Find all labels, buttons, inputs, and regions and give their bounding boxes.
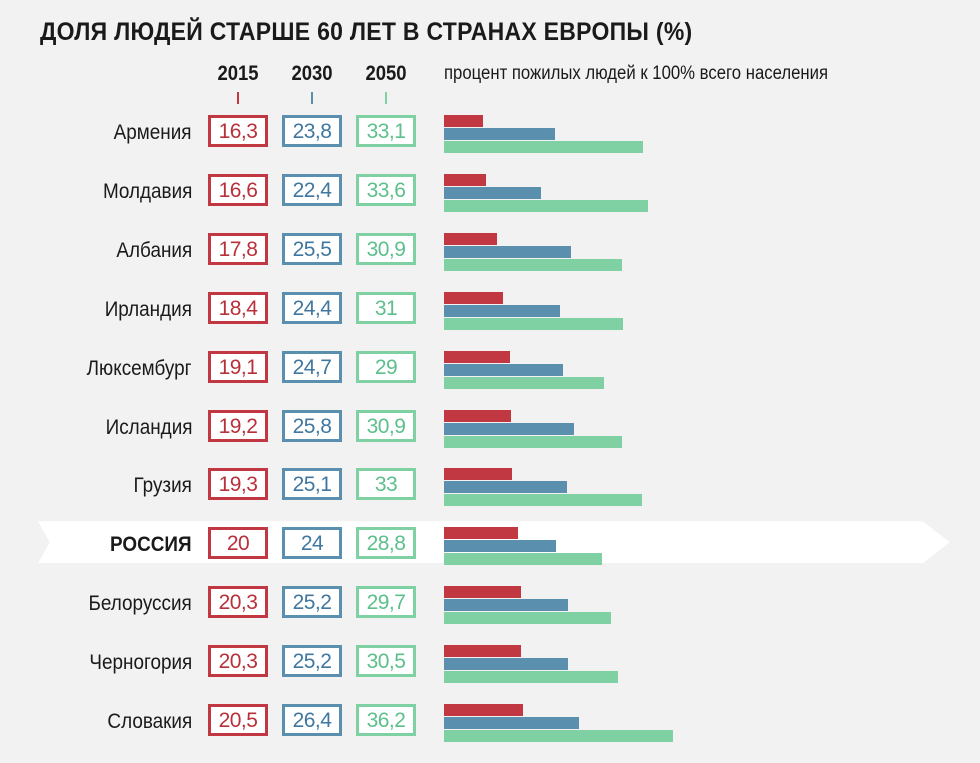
year-label-2015: 2015 [217,62,259,85]
value-label-2050: 30,9 [356,409,416,442]
country-row: РОССИЯ 20 24 28,8 [0,521,980,586]
bar-2050 [444,612,611,625]
country-label: Армения [114,121,192,144]
country-label: Исландия [105,415,192,439]
bar-2030 [444,658,568,671]
bar-2050 [444,553,603,566]
value-label-2050: 33,1 [356,115,416,147]
year-tick-2050 [385,92,387,104]
country-row: Грузия 19,3 25,1 33 [0,468,980,527]
bar-2030 [444,128,555,140]
country-label: РОССИЯ [110,533,192,557]
bar-2015 [444,350,510,363]
bar-2015 [444,173,486,186]
value-label-2030: 26,4 [282,704,342,736]
value-label-2015: 20,3 [208,586,268,619]
country-label: Белоруссия [88,592,192,616]
country-row: Люксембург 19,1 24,7 29 [0,350,980,410]
bar-2050 [444,258,623,271]
value-label-2030: 24,7 [282,350,342,383]
value-label-2050: 33 [356,468,416,501]
bar-2030 [444,717,580,729]
value-label-2015: 19,1 [208,350,268,383]
chart-subtitle: процент пожилых людей к 100% всего насел… [444,63,829,84]
bar-2050 [444,671,619,684]
value-label-2030: 25,8 [282,409,342,442]
bar-2050 [444,199,648,212]
country-row: Ирландия 18,4 24,4 31 [0,291,980,351]
bar-2015 [444,586,522,599]
value-label-2030: 25,2 [282,645,342,678]
value-label-2015: 20,5 [208,704,268,736]
country-row: Белоруссия 20,3 25,2 29,7 [0,586,980,645]
bar-2030 [444,363,564,376]
value-label-2015: 20 [208,527,268,560]
year-label-2030: 2030 [291,62,333,85]
country-row: Армения 16,3 23,8 33,1 [0,115,980,174]
country-label: Грузия [133,474,192,498]
year-tick-2015 [237,92,239,104]
bar-2030 [444,599,568,612]
value-label-2015: 16,3 [208,115,268,147]
bar-2050 [444,376,605,389]
country-row: Черногория 20,3 25,2 30,5 [0,645,980,704]
country-row: Словакия 20,5 26,4 36,2 [0,704,980,763]
country-label: Черногория [89,651,192,675]
value-label-2015: 16,6 [208,173,268,206]
bar-2015 [444,645,522,658]
value-label-2050: 30,5 [356,645,416,678]
country-row: Исландия 19,2 25,8 30,9 [0,409,980,469]
bar-2030 [444,186,542,199]
country-row: Молдавия 16,6 22,4 33,6 [0,173,980,233]
bar-2030 [444,422,574,435]
value-label-2030: 24,4 [282,291,342,324]
bar-2050 [444,730,673,742]
value-label-2050: 36,2 [356,704,416,736]
value-label-2015: 18,4 [208,291,268,324]
bar-2030 [444,304,561,317]
country-row: Албания 17,8 25,5 30,9 [0,232,980,292]
country-label: Ирландия [104,297,192,321]
value-label-2050: 30,9 [356,232,416,265]
bar-2015 [444,291,504,304]
bar-2050 [444,494,643,507]
value-label-2050: 31 [356,291,416,324]
bar-2050 [444,317,624,330]
bar-2050 [444,435,623,448]
country-label: Словакия [107,710,192,733]
bar-2030 [444,540,557,553]
year-tick-2030 [311,92,313,104]
bar-2015 [444,704,524,716]
bar-2015 [444,409,511,422]
country-label: Албания [116,238,192,262]
value-label-2030: 22,4 [282,173,342,206]
value-label-2015: 17,8 [208,232,268,265]
value-label-2050: 29 [356,350,416,383]
year-label-2050: 2050 [365,62,407,85]
value-label-2030: 23,8 [282,115,342,147]
value-label-2050: 28,8 [356,527,416,560]
value-label-2015: 19,2 [208,409,268,442]
value-label-2030: 25,2 [282,586,342,619]
value-label-2030: 24 [282,527,342,560]
bar-2030 [444,245,571,258]
bar-2015 [444,527,519,540]
value-label-2030: 25,5 [282,232,342,265]
bar-2015 [444,232,498,245]
bar-2015 [444,468,512,481]
value-label-2015: 19,3 [208,468,268,501]
country-label: Люксембург [87,356,192,380]
bar-2050 [444,141,644,153]
value-label-2050: 33,6 [356,173,416,206]
bar-2030 [444,481,567,494]
country-label: Молдавия [102,179,192,203]
bar-2015 [444,115,484,127]
value-label-2050: 29,7 [356,586,416,619]
chart-title: ДОЛЯ ЛЮДЕЙ СТАРШЕ 60 ЛЕТ В СТРАНАХ ЕВРОП… [40,18,693,46]
value-label-2015: 20,3 [208,645,268,678]
value-label-2030: 25,1 [282,468,342,501]
